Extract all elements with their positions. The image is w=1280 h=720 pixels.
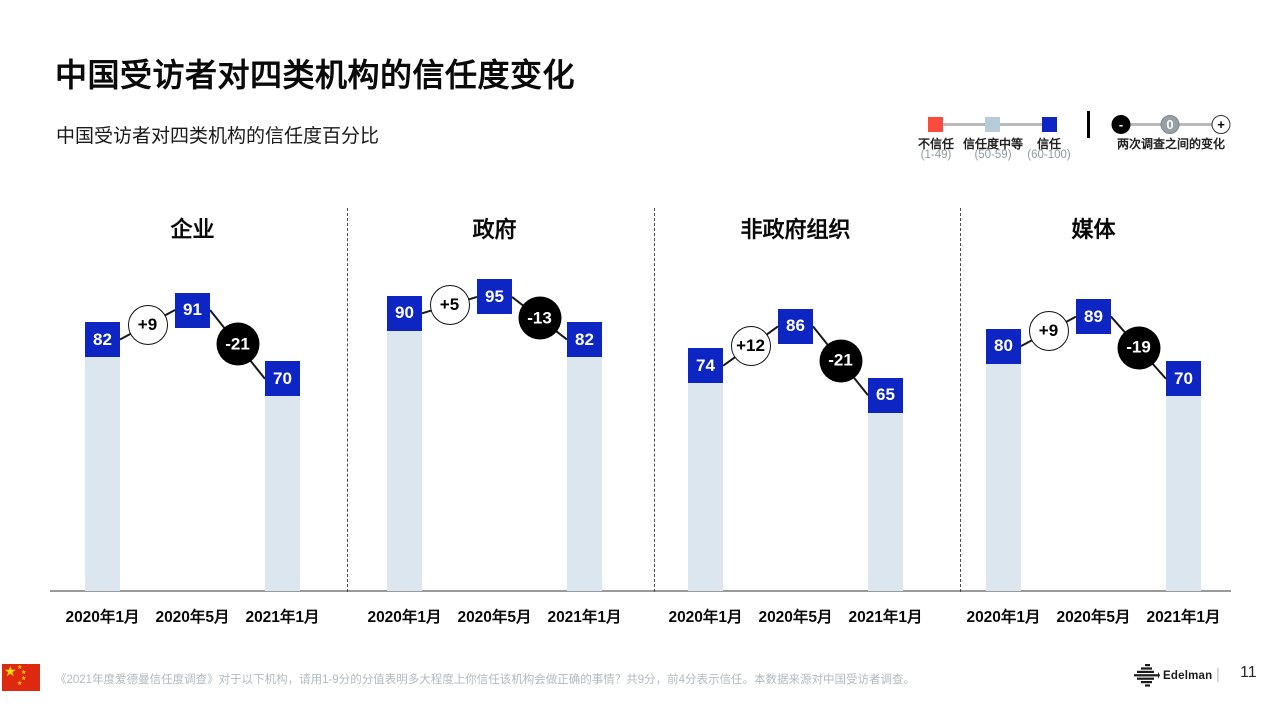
- edelman-logo-icon: [1134, 664, 1160, 687]
- trust-bar: [387, 330, 422, 591]
- minus-circle-icon: -: [1111, 115, 1131, 134]
- trust-bar: [688, 383, 723, 591]
- legend-distrust-swatch: [928, 117, 943, 132]
- x-axis-label: 2020年5月: [457, 609, 532, 626]
- change-circle-negative: -21: [216, 322, 259, 366]
- x-axis-label: 2020年5月: [758, 609, 833, 626]
- zero-circle-icon: 0: [1160, 115, 1180, 134]
- legend-distrust-label: 不信任: [917, 137, 955, 151]
- change-circle-positive: +12: [730, 326, 771, 367]
- x-axis-label: 2021年1月: [1146, 609, 1221, 626]
- page-title: 中国受访者对四类机构的信任度变化: [55, 57, 576, 93]
- legend-trust-swatch: [1042, 117, 1057, 132]
- legend-neutral-label: 信任度中等: [962, 137, 1024, 151]
- trust-value-box: 91: [175, 292, 210, 328]
- trust-value-box: 65: [868, 377, 903, 413]
- legend-change-label: 两次调查之间的变化: [1116, 137, 1226, 151]
- group-divider: [960, 208, 961, 592]
- group-title-3: 非政府组织: [740, 217, 851, 243]
- trust-bar: [85, 357, 120, 591]
- trust-value-box: 74: [688, 348, 723, 384]
- trust-bar: [1166, 396, 1201, 591]
- legend-neutral-swatch: [985, 117, 1000, 132]
- footer-separator: |: [1216, 666, 1220, 683]
- trust-value-box: 82: [85, 322, 120, 358]
- x-axis-label: 2021年1月: [547, 609, 622, 626]
- legend-trust-range: (60-100): [1027, 149, 1071, 161]
- trust-value-box: 90: [387, 295, 422, 331]
- change-circle-positive: +9: [1028, 311, 1069, 352]
- china-flag-icon: ★ ★ ★ ★ ★: [2, 664, 40, 691]
- x-axis-label: 2021年1月: [848, 609, 923, 626]
- legend-trust-label: 信任: [1036, 137, 1062, 151]
- change-circle-negative: -19: [1117, 326, 1160, 370]
- x-axis-label: 2021年1月: [245, 609, 320, 626]
- group-title-4: 媒体: [1071, 217, 1116, 243]
- trust-value-box: 95: [477, 279, 512, 315]
- legend-divider: [1087, 111, 1090, 138]
- source-footnote: 《2021年度爱德曼信任度调查》对于以下机构，请用1-9分的分值表明多大程度上你…: [55, 674, 915, 686]
- group-divider: [347, 208, 348, 592]
- trust-value-box: 70: [265, 361, 300, 397]
- group-title-2: 政府: [472, 217, 517, 243]
- trust-value-box: 86: [778, 308, 813, 344]
- trust-value-box: 80: [986, 328, 1021, 364]
- page-number: 11: [1240, 664, 1257, 681]
- x-axis-line: [50, 590, 1231, 592]
- change-circle-negative: -21: [819, 339, 862, 383]
- change-circle-positive: +5: [429, 285, 470, 326]
- brand-name: Edelman: [1163, 670, 1213, 682]
- trust-value-box: 70: [1166, 361, 1201, 397]
- group-title-1: 企业: [170, 217, 215, 243]
- brand-logo: Edelman: [1134, 664, 1212, 688]
- trust-value-box: 89: [1076, 299, 1111, 335]
- legend: 不信任 信任度中等 信任 (1-49) (50-59) (60-100) - 0…: [900, 110, 1280, 170]
- legend-neutral-range: (50-59): [974, 149, 1012, 161]
- x-axis-label: 2020年1月: [65, 609, 140, 626]
- x-axis-label: 2020年1月: [367, 609, 442, 626]
- plus-circle-icon: +: [1211, 115, 1231, 134]
- trust-bar: [265, 396, 300, 591]
- group-divider: [654, 208, 655, 592]
- change-circle-negative: -13: [518, 296, 561, 340]
- x-axis-label: 2020年1月: [966, 609, 1041, 626]
- legend-distrust-range: (1-49): [920, 149, 952, 161]
- x-axis-label: 2020年5月: [1056, 609, 1131, 626]
- change-circle-positive: +9: [127, 304, 168, 345]
- page-subtitle: 中国受访者对四类机构的信任度百分比: [56, 126, 380, 147]
- x-axis-label: 2020年1月: [668, 609, 743, 626]
- trust-bar: [986, 363, 1021, 591]
- trust-bar: [868, 412, 903, 591]
- trust-bar: [567, 357, 602, 591]
- x-axis-label: 2020年5月: [155, 609, 230, 626]
- trust-value-box: 82: [567, 322, 602, 358]
